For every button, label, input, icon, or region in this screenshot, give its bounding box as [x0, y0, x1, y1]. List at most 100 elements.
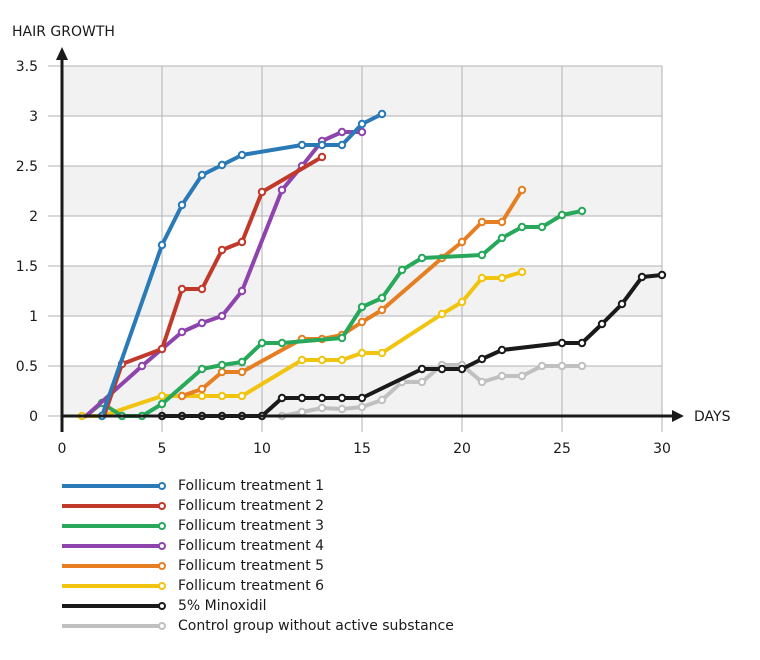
data-point-marker: [177, 391, 187, 401]
data-point-marker: [197, 170, 207, 180]
data-point-marker: [237, 391, 247, 401]
data-point-marker: [217, 311, 227, 321]
data-point-marker: [197, 384, 207, 394]
data-series: [77, 109, 667, 421]
data-point-marker: [317, 393, 327, 403]
x-tick-label: 0: [58, 441, 67, 457]
data-point-marker: [557, 338, 567, 348]
data-point-marker: [237, 286, 247, 296]
legend-label: Follicum treatment 6: [178, 578, 325, 594]
data-point-marker: [317, 355, 327, 365]
legend-label: Follicum treatment 2: [178, 498, 325, 514]
data-point-marker: [317, 140, 327, 150]
data-point-marker: [197, 364, 207, 374]
legend-line-marker-icon: [62, 556, 166, 576]
legend-line-marker-icon: [62, 596, 166, 616]
data-point-marker: [437, 309, 447, 319]
y-axis-arrow-icon: [56, 47, 68, 60]
data-point-marker: [157, 391, 167, 401]
y-tick-label: 2: [29, 209, 38, 225]
series-line: [280, 363, 584, 418]
legend-item: Follicum treatment 3: [62, 516, 454, 536]
data-point-marker: [477, 250, 487, 260]
data-point-marker: [357, 348, 367, 358]
data-point-marker: [377, 348, 387, 358]
data-point-marker: [417, 364, 427, 374]
legend-line-marker-icon: [62, 536, 166, 556]
data-point-marker: [157, 399, 167, 409]
data-point-marker: [517, 185, 527, 195]
data-point-marker: [217, 245, 227, 255]
data-point-marker: [177, 200, 187, 210]
data-point-marker: [157, 240, 167, 250]
legend-label: Follicum treatment 3: [178, 518, 325, 534]
series-5: [177, 185, 527, 401]
legend-item: Follicum treatment 6: [62, 576, 454, 596]
data-point-marker: [537, 222, 547, 232]
data-point-marker: [557, 210, 567, 220]
legend-line-marker-icon: [62, 516, 166, 536]
data-point-marker: [157, 344, 167, 354]
x-axis-tick-labels: 0 5 10 15 20 25 30: [58, 441, 671, 457]
data-point-marker: [497, 345, 507, 355]
series-3: [84, 206, 587, 421]
data-point-marker: [357, 402, 367, 412]
data-point-marker: [377, 305, 387, 315]
data-point-marker: [277, 338, 287, 348]
data-point-marker: [577, 338, 587, 348]
data-point-marker: [217, 360, 227, 370]
x-tick-label: 25: [553, 441, 571, 457]
legend-item: Follicum treatment 4: [62, 536, 454, 556]
data-point-marker: [477, 217, 487, 227]
data-point-marker: [197, 391, 207, 401]
x-tick-label: 20: [453, 441, 471, 457]
data-point-marker: [497, 371, 507, 381]
y-tick-label: 1: [29, 309, 38, 325]
legend-item: Follicum treatment 1: [62, 476, 454, 496]
y-tick-label: 2.5: [16, 159, 38, 175]
data-point-marker: [437, 364, 447, 374]
data-point-marker: [477, 273, 487, 283]
data-point-marker: [277, 185, 287, 195]
legend-label: Follicum treatment 1: [178, 478, 325, 494]
data-point-marker: [217, 391, 227, 401]
y-axis-tick-labels: 0 0.5 1 1.5 2 2.5 3 3.5: [16, 59, 38, 425]
y-tick-label: 3: [29, 109, 38, 125]
legend-line-marker-icon: [62, 576, 166, 596]
data-point-marker: [137, 361, 147, 371]
legend-line-marker-icon: [62, 476, 166, 496]
legend-item: Control group without active substance: [62, 616, 454, 636]
data-point-marker: [457, 237, 467, 247]
y-tick-label: 3.5: [16, 59, 38, 75]
data-point-marker: [477, 377, 487, 387]
y-axis-title: HAIR GROWTH: [12, 24, 115, 40]
data-point-marker: [577, 361, 587, 371]
data-point-marker: [357, 119, 367, 129]
data-point-marker: [337, 333, 347, 343]
data-point-marker: [377, 109, 387, 119]
legend: Follicum treatment 1 Follicum treatment 2…: [62, 476, 454, 636]
data-point-marker: [237, 357, 247, 367]
data-point-marker: [537, 361, 547, 371]
data-point-marker: [177, 284, 187, 294]
data-point-marker: [357, 127, 367, 137]
data-point-marker: [497, 233, 507, 243]
data-point-marker: [337, 140, 347, 150]
data-point-marker: [237, 150, 247, 160]
legend-item: 5% Minoxidil: [62, 596, 454, 616]
data-point-marker: [637, 272, 647, 282]
data-point-marker: [657, 270, 667, 280]
axes: [56, 47, 684, 432]
data-point-marker: [317, 152, 327, 162]
data-point-marker: [257, 338, 267, 348]
data-point-marker: [357, 302, 367, 312]
data-point-marker: [297, 140, 307, 150]
data-point-marker: [217, 160, 227, 170]
data-point-marker: [517, 222, 527, 232]
legend-label: 5% Minoxidil: [178, 598, 267, 614]
data-point-marker: [577, 206, 587, 216]
data-point-marker: [417, 377, 427, 387]
data-point-marker: [357, 393, 367, 403]
legend-label: Follicum treatment 5: [178, 558, 325, 574]
legend-line-marker-icon: [62, 616, 166, 636]
